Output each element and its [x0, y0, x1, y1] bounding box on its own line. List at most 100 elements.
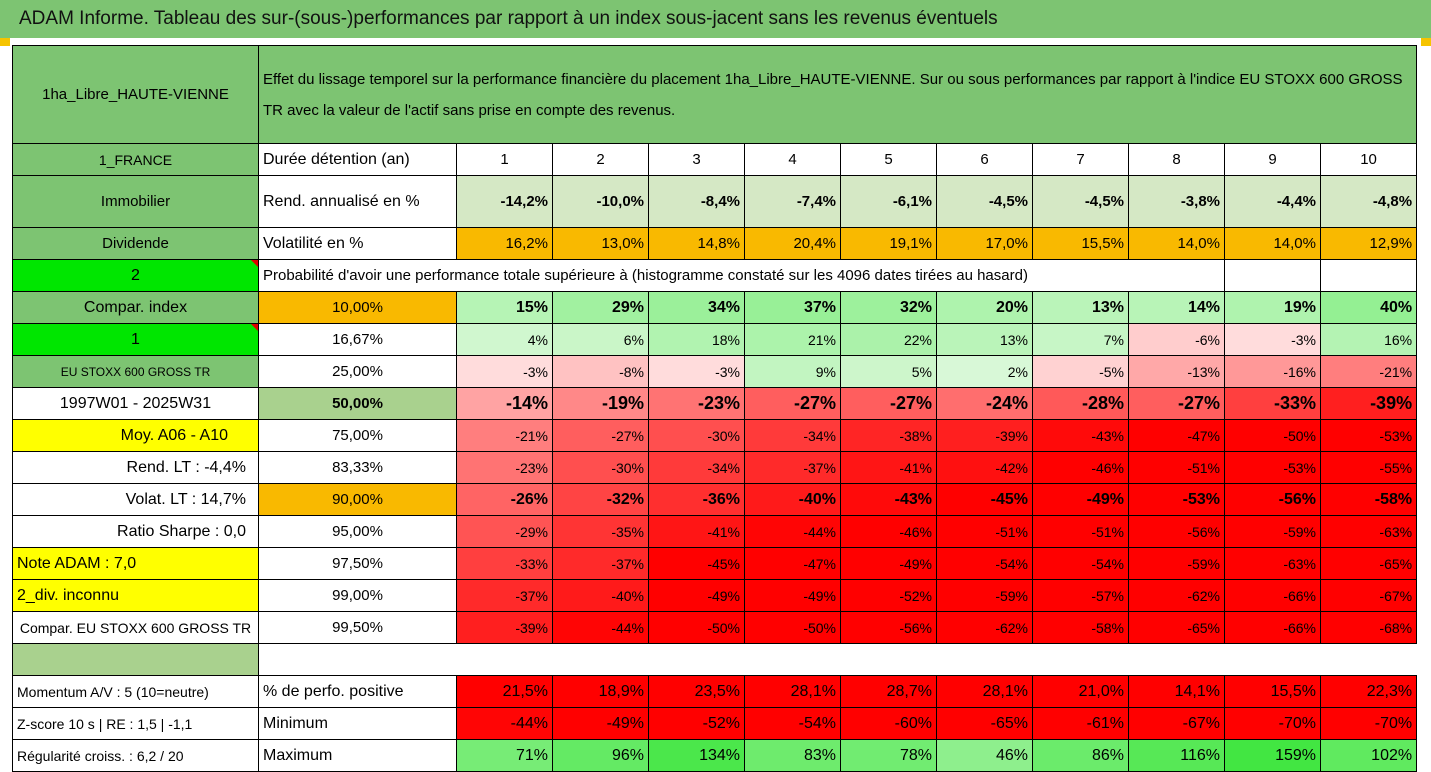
side-label[interactable]: Ratio Sharpe : 0,0 [12, 515, 259, 548]
volatility-value[interactable]: 14,8% [648, 227, 745, 260]
distribution-label[interactable]: Dividende [12, 227, 259, 260]
footer-value[interactable]: 116% [1128, 739, 1225, 772]
quantile-value[interactable]: -40% [552, 579, 649, 612]
quantile-value[interactable]: -59% [1224, 515, 1321, 548]
quantile-value[interactable]: -54% [1032, 547, 1129, 580]
quantile-pct[interactable]: 99,50% [258, 611, 457, 644]
quantile-value[interactable]: -52% [840, 579, 937, 612]
footer-value[interactable]: 159% [1224, 739, 1321, 772]
quantile-value[interactable]: 15% [456, 291, 553, 324]
quantile-value[interactable]: 21% [744, 323, 841, 356]
year-header[interactable]: 3 [648, 143, 745, 176]
footer-value[interactable]: -61% [1032, 707, 1129, 740]
volatility-value[interactable]: 16,2% [456, 227, 553, 260]
quantile-value[interactable]: -58% [1032, 611, 1129, 644]
quantile-value[interactable]: -45% [648, 547, 745, 580]
quantile-value[interactable]: -66% [1224, 611, 1321, 644]
quantile-value[interactable]: -40% [744, 483, 841, 516]
volatility-value[interactable]: 14,0% [1128, 227, 1225, 260]
year-header[interactable]: 7 [1032, 143, 1129, 176]
quantile-value[interactable]: -35% [552, 515, 649, 548]
quantile-value[interactable]: -3% [456, 355, 553, 388]
selector-2[interactable]: 2 [12, 259, 259, 292]
volatility-value[interactable]: 14,0% [1224, 227, 1321, 260]
year-header[interactable]: 10 [1319, 143, 1418, 176]
quantile-pct[interactable]: 75,00% [258, 419, 457, 452]
footer-value[interactable]: 78% [840, 739, 937, 772]
quantile-value[interactable]: -13% [1128, 355, 1225, 388]
footer-value[interactable]: 86% [1032, 739, 1129, 772]
footer-value[interactable]: 96% [552, 739, 649, 772]
asset-class-label[interactable]: Immobilier [12, 175, 259, 228]
empty-cell[interactable] [1224, 259, 1321, 292]
quantile-pct[interactable]: 25,00% [258, 355, 457, 388]
quantile-value[interactable]: 18% [648, 323, 745, 356]
quantile-value[interactable]: -68% [1319, 611, 1418, 644]
rend-value[interactable]: -4,8% [1319, 175, 1418, 228]
footer-value[interactable]: 83% [744, 739, 841, 772]
side-label[interactable]: 2_div. inconnu [12, 579, 259, 612]
quantile-value[interactable]: -21% [456, 419, 553, 452]
years-row-label[interactable]: Durée détention (an) [258, 143, 457, 176]
quantile-value[interactable]: -56% [840, 611, 937, 644]
quantile-value[interactable]: -19% [552, 387, 649, 420]
quantile-value[interactable]: -42% [936, 451, 1033, 484]
quantile-value[interactable]: 9% [744, 355, 841, 388]
rend-value[interactable]: -10,0% [552, 175, 649, 228]
footer-value[interactable]: -65% [936, 707, 1033, 740]
quantile-value[interactable]: -46% [1032, 451, 1129, 484]
quantile-value[interactable]: -47% [744, 547, 841, 580]
quantile-value[interactable]: -49% [840, 547, 937, 580]
year-header[interactable]: 8 [1128, 143, 1225, 176]
quantile-value[interactable]: -44% [552, 611, 649, 644]
side-label[interactable]: Note ADAM : 7,0 [12, 547, 259, 580]
quantile-value[interactable]: -50% [648, 611, 745, 644]
quantile-value[interactable]: -62% [1128, 579, 1225, 612]
year-header[interactable]: 4 [744, 143, 841, 176]
footer-row-label[interactable]: % de perfo. positive [258, 675, 457, 708]
quantile-pct[interactable]: 50,00% [258, 387, 457, 420]
quantile-value[interactable]: -65% [1128, 611, 1225, 644]
quantile-value[interactable]: -62% [936, 611, 1033, 644]
quantile-value[interactable]: -30% [648, 419, 745, 452]
footer-value[interactable]: 71% [456, 739, 553, 772]
footer-value[interactable]: -54% [744, 707, 841, 740]
rend-value[interactable]: -6,1% [840, 175, 937, 228]
quantile-value[interactable]: -34% [744, 419, 841, 452]
rend-row-label[interactable]: Rend. annualisé en % [258, 175, 457, 228]
quantile-value[interactable]: -65% [1319, 547, 1418, 580]
quantile-value[interactable]: -27% [1128, 387, 1225, 420]
quantile-value[interactable]: -38% [840, 419, 937, 452]
quantile-value[interactable]: -23% [456, 451, 553, 484]
quantile-value[interactable]: -27% [552, 419, 649, 452]
quantile-value[interactable]: -53% [1224, 451, 1321, 484]
description-cell[interactable]: Effet du lissage temporel sur la perform… [257, 45, 1418, 144]
quantile-value[interactable]: -59% [1128, 547, 1225, 580]
quantile-value[interactable]: -27% [744, 387, 841, 420]
quantile-value[interactable]: -37% [552, 547, 649, 580]
quantile-value[interactable]: -3% [648, 355, 745, 388]
side-label[interactable]: Moy. A06 - A10 [12, 419, 259, 452]
rend-value[interactable]: -8,4% [648, 175, 745, 228]
quantile-value[interactable]: -53% [1319, 419, 1418, 452]
quantile-pct[interactable]: 83,33% [258, 451, 457, 484]
footer-value[interactable]: -60% [840, 707, 937, 740]
side-label[interactable]: EU STOXX 600 GROSS TR [12, 355, 259, 388]
quantile-value[interactable]: -5% [1032, 355, 1129, 388]
quantile-value[interactable]: -44% [744, 515, 841, 548]
quantile-value[interactable]: -50% [744, 611, 841, 644]
quantile-value[interactable]: -63% [1224, 547, 1321, 580]
footer-value[interactable]: 28,1% [744, 675, 841, 708]
quantile-value[interactable]: -14% [456, 387, 553, 420]
country-label[interactable]: 1_FRANCE [12, 143, 259, 176]
footer-value[interactable]: 102% [1319, 739, 1418, 772]
side-label[interactable]: 1997W01 - 2025W31 [12, 387, 259, 420]
quantile-value[interactable]: -59% [936, 579, 1033, 612]
quantile-value[interactable]: 5% [840, 355, 937, 388]
volatility-value[interactable]: 13,0% [552, 227, 649, 260]
footer-value[interactable]: 15,5% [1224, 675, 1321, 708]
quantile-value[interactable]: -37% [456, 579, 553, 612]
footer-value[interactable]: 21,5% [456, 675, 553, 708]
empty-cell[interactable] [1319, 259, 1418, 292]
quantile-value[interactable]: 16% [1319, 323, 1418, 356]
